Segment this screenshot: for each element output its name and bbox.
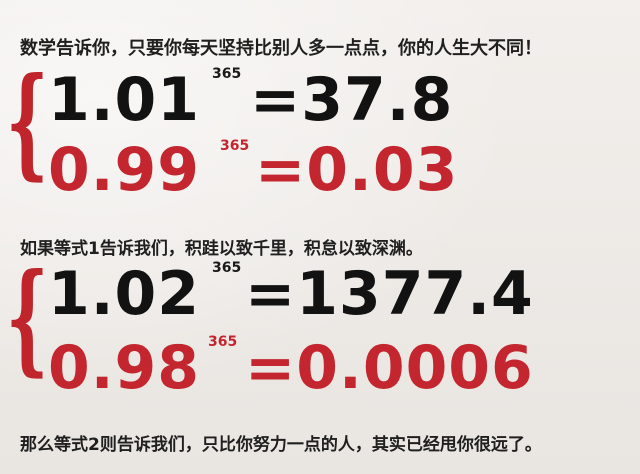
eq1-a-base: 1.01 [48,65,201,135]
middle-text: 如果等式1告诉我们，积跬以致千里，积怠以致深渊。 [20,239,423,259]
eq1-a-exponent: 365 [212,66,242,82]
eq2-a-result: =1377.4 [245,259,534,329]
left-brace-2: { [6,247,49,388]
eq2-a-base: 1.02 [48,259,201,329]
eq2-b-base: 0.98 [48,333,201,403]
eq2-a-exponent: 365 [212,260,242,276]
eq1-b-exponent: 365 [220,138,250,154]
title-text: 数学告诉你，只要你每天坚持比别人多一点点，你的人生大不同！ [20,38,542,59]
eq2-b-exponent: 365 [208,334,238,350]
eq2-b-result: =0.0006 [245,333,534,403]
eq1-a-result: =37.8 [250,65,454,135]
bottom-text: 那么等式2则告诉我们，只比你努力一点的人，其实已经甩你很远了。 [20,435,542,455]
eq1-b-result: =0.03 [255,135,459,205]
eq1-b-base: 0.99 [48,135,201,205]
left-brace-1: { [6,51,49,192]
